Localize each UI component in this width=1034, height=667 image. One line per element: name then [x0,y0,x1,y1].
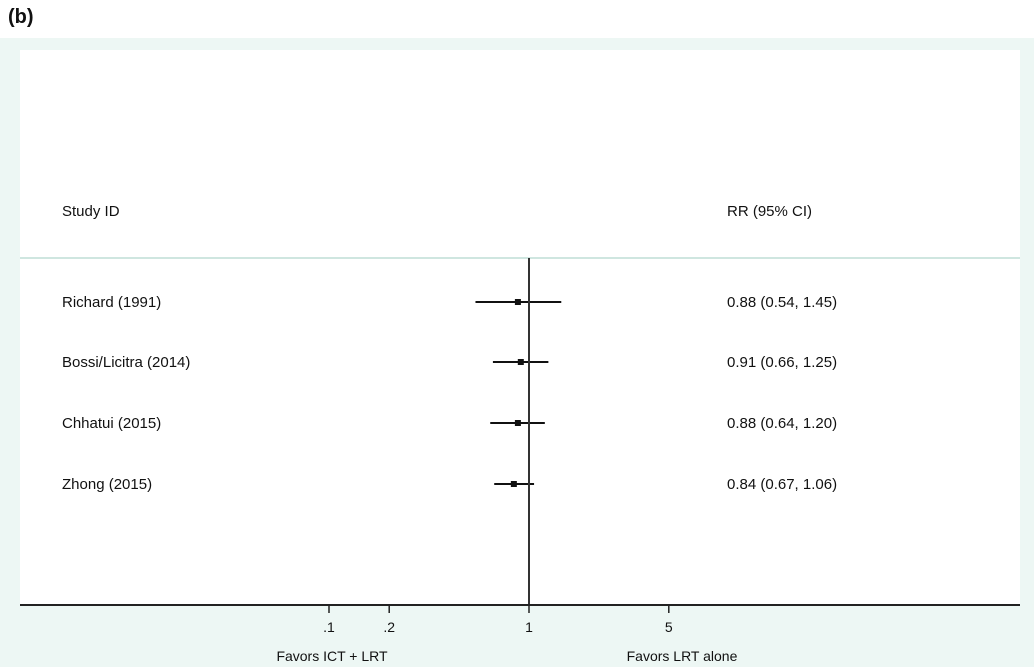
point-estimate [514,299,521,305]
rr-ci-label: 0.84 (0.67, 1.06) [727,476,837,493]
study-row: Chhatui (2015) 0.88 (0.64, 1.20) [62,415,837,432]
study-name: Zhong (2015) [62,476,152,493]
x-tick-label: .1 [323,619,335,635]
panel-label: (b) [8,6,34,28]
x-tick-label: 1 [525,619,533,635]
study-row: Zhong (2015) 0.84 (0.67, 1.06) [62,476,837,493]
point-estimate [517,359,524,365]
header-study-id: Study ID [62,203,120,220]
header-rr-ci: RR (95% CI) [727,203,812,220]
x-tick-label: .2 [383,619,395,635]
study-name: Richard (1991) [62,294,161,311]
study-row: Richard (1991) 0.88 (0.54, 1.45) [62,294,837,311]
point-estimate [514,420,521,426]
xlabel-left: Favors ICT + LRT [276,648,388,664]
study-row: Bossi/Licitra (2014) 0.91 (0.66, 1.25) [62,354,837,371]
study-name: Bossi/Licitra (2014) [62,354,190,371]
study-name: Chhatui (2015) [62,415,161,432]
point-estimate [510,481,517,487]
rr-ci-label: 0.88 (0.54, 1.45) [727,294,837,311]
rr-ci-label: 0.91 (0.66, 1.25) [727,354,837,371]
plot-area [20,50,1020,605]
xlabel-right: Favors LRT alone [627,648,738,664]
x-tick-label: 5 [665,619,673,635]
rr-ci-label: 0.88 (0.64, 1.20) [727,415,837,432]
